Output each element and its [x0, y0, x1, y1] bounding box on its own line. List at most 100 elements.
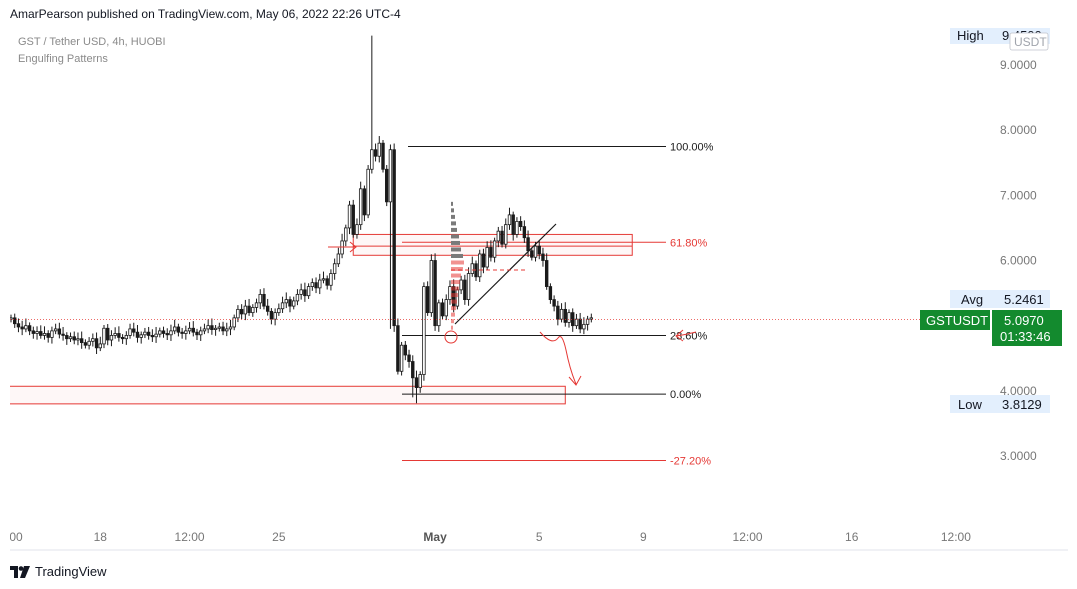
candle-body [544, 260, 549, 287]
candle-body [280, 302, 285, 310]
candle-body [411, 361, 415, 379]
candle-body [50, 330, 54, 338]
candle-body [213, 327, 218, 330]
candle [187, 322, 192, 335]
candle-body [273, 312, 277, 320]
candle-body [254, 302, 259, 308]
candle [396, 318, 400, 375]
candle-body [556, 305, 560, 320]
candle [548, 283, 553, 304]
candle [239, 304, 244, 320]
candle-body [318, 279, 322, 289]
last-price-box [992, 310, 1062, 346]
candle [16, 318, 21, 333]
candle-body [76, 338, 80, 341]
candle [385, 165, 389, 207]
candle [306, 283, 311, 299]
candle-body [511, 214, 515, 235]
volume-profile-bar [451, 260, 464, 265]
candle [24, 318, 28, 333]
candle [466, 267, 471, 306]
candle-body [16, 323, 21, 328]
candle [381, 139, 385, 173]
candle-body [154, 333, 158, 338]
candle [46, 330, 50, 343]
candle-body [444, 299, 448, 317]
candle-body [347, 204, 352, 229]
candle [507, 207, 512, 230]
candle [355, 218, 359, 239]
candle [191, 321, 195, 337]
candle [299, 283, 303, 300]
candle [500, 225, 504, 248]
candle-body [437, 302, 441, 327]
candle-body [79, 338, 84, 344]
x-tick-label: 12:00 [733, 530, 763, 544]
candle-body [485, 247, 489, 268]
price-chart[interactable]: GST / Tether USD, 4h, HUOBI Engulfing Pa… [10, 28, 1068, 553]
candle-body [102, 327, 106, 345]
candle-body [370, 149, 374, 170]
candle-body [537, 245, 541, 255]
candle-body [563, 308, 567, 323]
volume-profile-bar [451, 306, 456, 311]
candle-body [548, 286, 553, 301]
candle [336, 247, 341, 268]
candle [91, 333, 95, 347]
avg-label: Avg [961, 292, 983, 307]
candle [318, 273, 322, 295]
candle-body [176, 326, 181, 333]
candle [414, 370, 419, 404]
candle-body [500, 230, 504, 245]
candle [57, 322, 62, 339]
price-zone [10, 385, 566, 405]
candle-body [42, 333, 47, 336]
candle-body [522, 226, 527, 239]
y-tick-label: 8.0000 [1000, 123, 1037, 137]
candle [79, 331, 84, 349]
candle-body [504, 224, 508, 245]
candle [351, 199, 355, 238]
publish-header: AmarPearson published on TradingView.com… [10, 7, 401, 21]
candle-body [414, 377, 419, 388]
candle [217, 322, 222, 332]
candle [377, 136, 381, 163]
candle [303, 282, 307, 302]
candle [13, 313, 17, 328]
candle [440, 298, 445, 320]
candle [292, 296, 296, 310]
candle-body [35, 331, 39, 334]
volume-profile-bar [451, 267, 463, 272]
candle [429, 254, 434, 317]
candle [541, 247, 545, 267]
candle [213, 325, 218, 336]
currency-tag: USDT [1014, 35, 1047, 49]
volume-profile-bar [451, 293, 458, 298]
candle [31, 326, 36, 339]
candle-body [463, 279, 467, 301]
volume-profile-bar [451, 280, 460, 285]
candle-body [236, 308, 240, 319]
candle [221, 321, 225, 336]
candle [106, 324, 110, 346]
candle-body [13, 317, 17, 325]
candle [154, 326, 158, 343]
candle-body [589, 317, 594, 320]
candle-body [533, 245, 538, 258]
candle [518, 216, 523, 231]
candle-body [284, 299, 288, 304]
candle-body [146, 331, 151, 336]
footer-brand[interactable]: TradingView [10, 564, 107, 579]
candle [180, 327, 184, 339]
time-axis[interactable]: 2:00 18 12:00 25 May 5 9 12:00 16 12:00 [10, 530, 971, 544]
candle-body [24, 325, 28, 330]
candle-body [336, 253, 341, 265]
candle-body [265, 305, 270, 312]
candle-body [381, 142, 385, 170]
candle [362, 185, 367, 222]
candle-body [399, 344, 404, 372]
x-tick-label: May [423, 530, 447, 544]
candle-body [526, 237, 530, 252]
candle [574, 313, 579, 329]
price-axis-labels: High 9.4500 USDT Avg 5.2461 GSTUSDT 5.09… [920, 28, 1062, 413]
